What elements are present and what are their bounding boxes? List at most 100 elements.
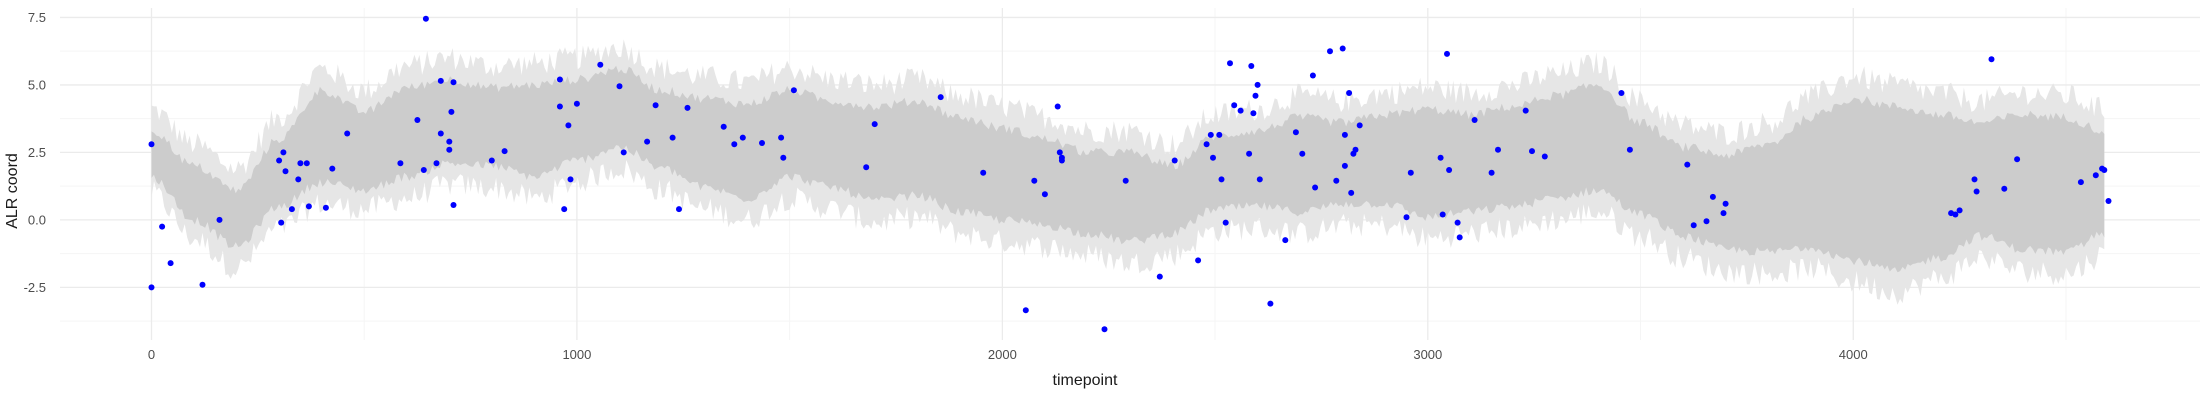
data-point (1684, 161, 1691, 168)
data-point (871, 121, 878, 128)
data-point (1292, 129, 1299, 136)
data-point (282, 168, 289, 175)
data-point (1282, 237, 1289, 244)
x-tick-label: 4000 (1839, 347, 1868, 362)
data-point (1054, 103, 1061, 110)
data-point (1309, 72, 1316, 79)
data-point (1058, 157, 1065, 164)
data-point (1529, 148, 1535, 155)
data-point (1333, 177, 1340, 184)
data-point (565, 122, 572, 129)
data-point (1626, 146, 1633, 153)
data-point (652, 102, 659, 109)
data-point (759, 140, 765, 146)
data-point (1056, 149, 1063, 156)
data-point (446, 146, 453, 153)
data-point (1437, 154, 1444, 161)
data-point (1101, 326, 1108, 333)
x-tick-label: 3000 (1413, 347, 1442, 362)
data-point (980, 169, 987, 176)
data-point (937, 94, 944, 101)
data-point (488, 157, 495, 164)
data-point (329, 165, 336, 172)
data-point (556, 76, 563, 83)
data-point (1988, 56, 1995, 63)
data-point (148, 284, 155, 291)
data-point (1022, 307, 1029, 314)
data-point (1218, 176, 1225, 183)
data-point (422, 15, 429, 22)
data-point (2014, 156, 2021, 163)
data-point (790, 87, 797, 94)
data-point (2101, 167, 2108, 173)
data-point (437, 77, 444, 84)
data-point (414, 117, 421, 123)
data-point (450, 79, 457, 86)
data-point (2077, 179, 2084, 186)
y-tick-label: 0.0 (28, 212, 46, 227)
data-point (1488, 169, 1495, 176)
data-point (1248, 63, 1255, 69)
posterior-band (151, 39, 2105, 305)
x-tick-label: 2000 (988, 347, 1017, 362)
data-point (1522, 107, 1529, 114)
x-tick-label: 1000 (562, 347, 591, 362)
data-point (397, 160, 404, 167)
data-point (1041, 191, 1048, 198)
data-point (1341, 131, 1348, 138)
y-tick-label: 5.0 (28, 77, 46, 92)
data-point (1407, 169, 1414, 176)
data-point (1252, 92, 1259, 99)
data-point (1348, 189, 1355, 196)
data-point (1237, 107, 1244, 114)
data-point (616, 83, 623, 90)
data-point (1299, 150, 1306, 157)
data-point (276, 157, 283, 164)
data-point (1439, 211, 1446, 218)
data-point (1356, 122, 1363, 129)
data-point (1327, 48, 1333, 55)
y-axis-ticks: -2.5 0.0 2.5 5.0 7.5 (24, 10, 46, 295)
data-point (1346, 90, 1353, 96)
data-point (295, 176, 302, 183)
data-point (297, 160, 304, 167)
data-point (278, 219, 285, 226)
y-tick-label: -2.5 (24, 280, 46, 295)
data-point (1210, 154, 1216, 161)
data-point (1207, 131, 1214, 138)
data-point (669, 134, 676, 141)
data-point (2092, 172, 2099, 179)
data-point (1031, 177, 1038, 184)
data-point (1156, 273, 1163, 280)
data-point (2105, 198, 2112, 204)
data-point (305, 203, 312, 210)
data-point (148, 141, 155, 148)
data-points (148, 15, 2112, 333)
data-point (344, 130, 351, 137)
data-point (780, 154, 787, 161)
data-point (1456, 234, 1463, 241)
data-point (573, 100, 580, 107)
data-point (1267, 300, 1274, 307)
data-point (739, 134, 746, 141)
data-point (216, 216, 223, 223)
data-point (501, 148, 508, 155)
data-point (1454, 219, 1461, 226)
data-point (1541, 153, 1548, 160)
data-point (1956, 207, 1963, 214)
data-point (167, 260, 174, 267)
data-point (620, 149, 627, 156)
data-point (448, 108, 455, 115)
data-point (1444, 50, 1450, 57)
data-point (676, 206, 682, 213)
x-axis-ticks: 0 1000 2000 3000 4000 (148, 347, 1868, 362)
data-point (1971, 176, 1978, 183)
data-point (1222, 219, 1229, 226)
data-point (1227, 60, 1233, 67)
data-point (159, 223, 166, 230)
data-point (1195, 257, 1202, 264)
data-point (1720, 210, 1727, 217)
data-point (1471, 117, 1478, 123)
inner-interval-band (151, 65, 2105, 273)
